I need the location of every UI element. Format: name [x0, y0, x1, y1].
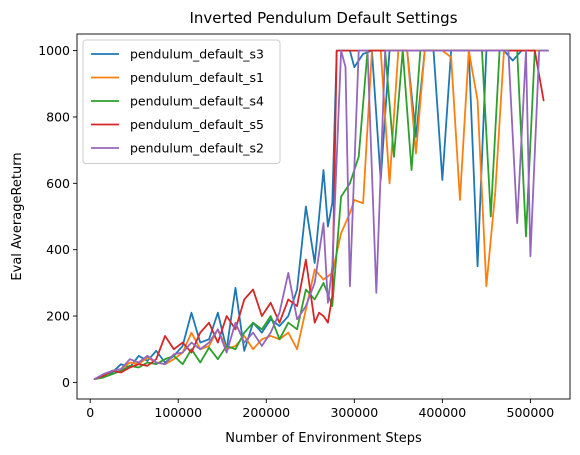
x-tick-label: 300000 [330, 405, 378, 420]
y-axis-label: Eval AverageReturn [10, 152, 25, 280]
series-line-pendulum_default_s2 [93, 49, 549, 380]
y-axis: 0 200 400 600 800 1000 [38, 43, 77, 390]
legend-label: pendulum_default_s3 [130, 47, 264, 62]
plot-frame [76, 33, 571, 400]
chart-title: Inverted Pendulum Default Settings [189, 9, 457, 27]
x-axis-label: Number of Environment Steps [225, 431, 422, 446]
x-axis: 0 100000 200000 300000 400000 500000 [86, 399, 554, 420]
y-tick-label: 1000 [38, 43, 70, 58]
series-line-pendulum_default_s1 [93, 49, 541, 380]
series-layer [93, 49, 549, 380]
legend-label: pendulum_default_s1 [130, 70, 264, 85]
y-tick-label: 200 [46, 309, 70, 324]
x-tick-label: 200000 [242, 405, 290, 420]
legend: pendulum_default_s3 pendulum_default_s1pe… [82, 39, 281, 164]
x-tick-label: 100000 [154, 405, 202, 420]
x-tick-label: 500000 [507, 405, 555, 420]
y-tick-label: 800 [46, 109, 70, 124]
legend-label: pendulum_default_s2 [130, 141, 264, 156]
y-tick-label: 600 [46, 176, 70, 191]
legend-box [82, 39, 281, 164]
y-tick-label: 400 [46, 242, 70, 257]
x-tick-label: 400000 [418, 405, 466, 420]
legend-label: pendulum_default_s4 [130, 94, 264, 109]
y-tick-label: 0 [62, 375, 70, 390]
x-tick-label: 0 [86, 405, 94, 420]
legend-label: pendulum_default_s5 [130, 117, 264, 132]
